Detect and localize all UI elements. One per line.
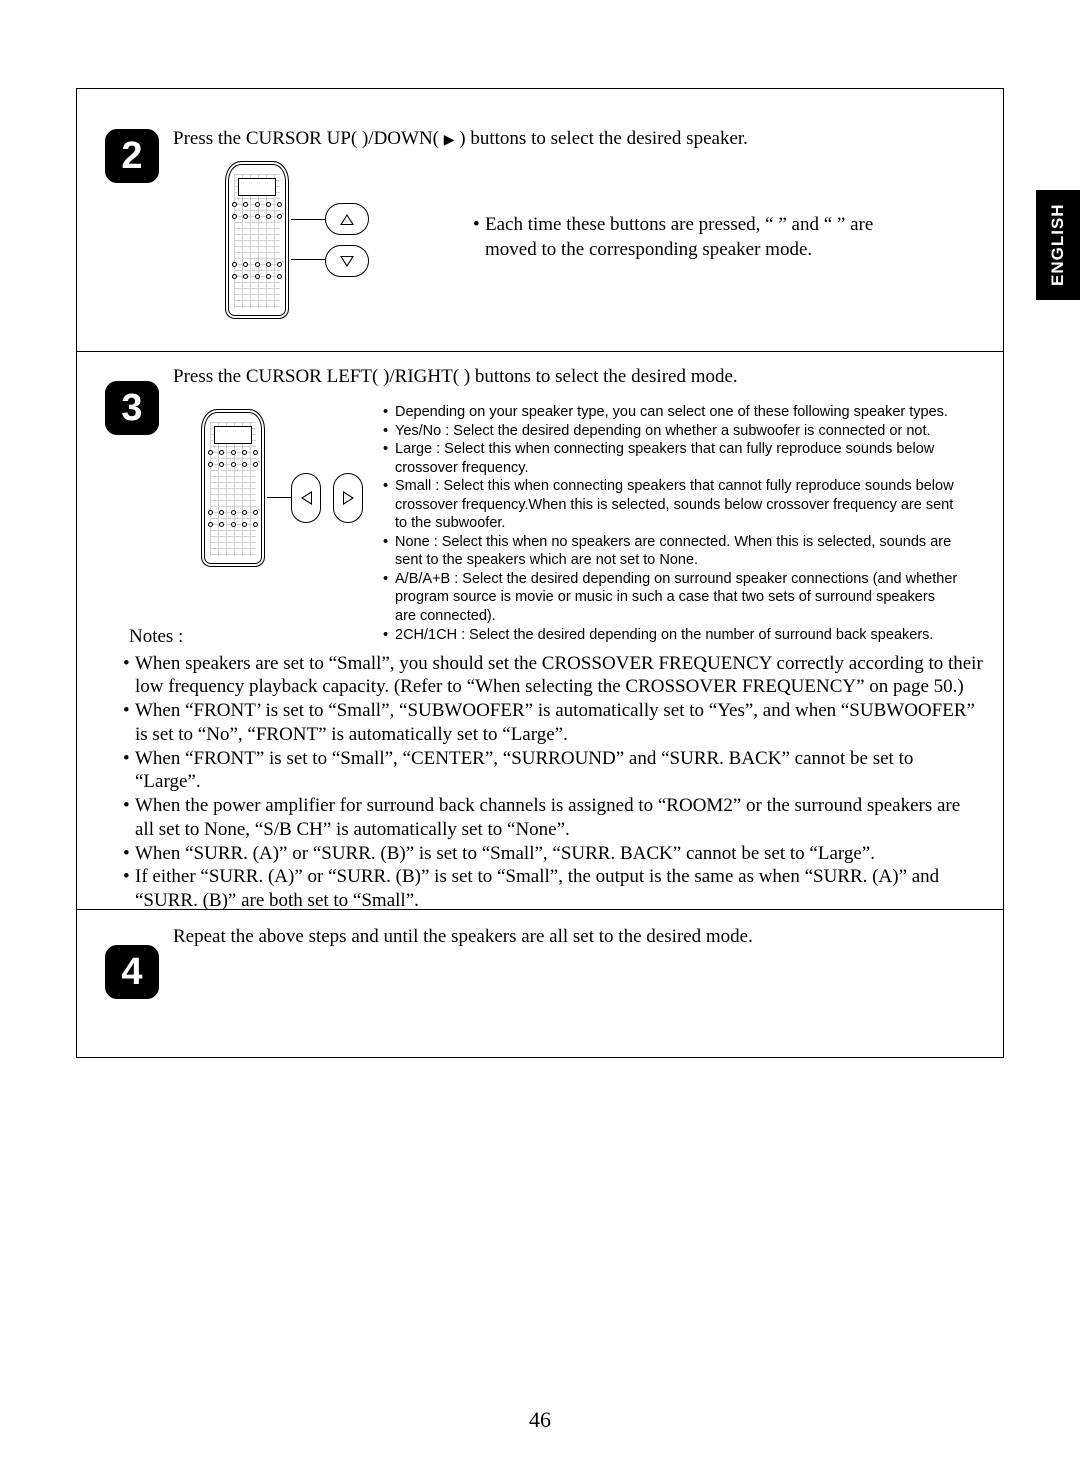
txt: Large : Select this when connecting spea…	[395, 440, 959, 477]
txt: )/RIGHT(	[383, 366, 459, 387]
note-item: If either “SURR. (A)” or “SURR. (B)” is …	[123, 865, 983, 913]
step-2: 2 Press the CURSOR UP( )/DOWN( ▶ ) butto…	[77, 89, 1003, 351]
txt: None : Select this when no speakers are …	[395, 533, 959, 570]
step2-instruction: Press the CURSOR UP( )/DOWN( ▶ ) buttons…	[173, 127, 983, 152]
txt: Each time these buttons are pressed, “ ”…	[485, 214, 873, 235]
language-tab: ENGLISH	[1036, 190, 1080, 300]
glyph-down-triangle: ▶	[444, 133, 455, 148]
txt: ) buttons to select the desired speaker.	[459, 128, 748, 149]
step-4: 4 Repeat the above steps and until the s…	[77, 909, 1003, 1057]
notes-label: Notes :	[129, 625, 983, 650]
step-badge-4: 4	[105, 945, 159, 999]
step-badge-3: 3	[105, 381, 159, 435]
remote-illustration	[225, 161, 289, 319]
step-3: Press the CURSOR LEFT( )/RIGHT( ) button…	[77, 351, 1003, 909]
note-item: When “SURR. (A)” or “SURR. (B)” is set t…	[123, 842, 983, 866]
lead-line	[267, 497, 291, 498]
note-line: Each time these buttons are pressed, “ ”…	[473, 213, 973, 262]
cursor-up-button	[325, 203, 369, 235]
lead-line	[291, 259, 327, 260]
triangle-up-icon	[340, 214, 354, 225]
txt: Small : Select this when connecting spea…	[395, 477, 959, 533]
remote-illustration	[201, 409, 265, 567]
remote-body	[225, 161, 289, 319]
note-item: When the power amplifier for surround ba…	[123, 794, 983, 842]
txt: moved to the corresponding speaker mode.	[485, 239, 812, 260]
manual-page: ENGLISH 2 Press the CURSOR UP( )/DOWN( ▶…	[0, 0, 1080, 1479]
note-item: When speakers are set to “Small”, you sh…	[123, 652, 983, 700]
page-number: 46	[0, 1407, 1080, 1433]
cursor-right-button	[333, 473, 363, 523]
step4-instruction: Repeat the above steps and until the spe…	[173, 925, 973, 950]
content-frame: 2 Press the CURSOR UP( )/DOWN( ▶ ) butto…	[76, 88, 1004, 1058]
note-item: When “FRONT’ is set to “Small”, “SUBWOOF…	[123, 699, 983, 747]
step3-instruction: Press the CURSOR LEFT( )/RIGHT( ) button…	[173, 365, 983, 390]
list-item: Large : Select this when connecting spea…	[383, 440, 959, 477]
txt: Press the CURSOR UP(	[173, 128, 357, 149]
step2-note: Each time these buttons are pressed, “ ”…	[473, 213, 973, 262]
txt: A/B/A+B : Select the desired depending o…	[395, 570, 959, 626]
remote-body	[201, 409, 265, 567]
list-item: None : Select this when no speakers are …	[383, 533, 959, 570]
txt: ) buttons to select the desired mode.	[464, 366, 738, 387]
txt: Press the CURSOR LEFT(	[173, 366, 378, 387]
step-badge-2: 2	[105, 129, 159, 183]
cursor-left-button	[291, 473, 321, 523]
triangle-right-icon	[343, 491, 354, 505]
list-item: A/B/A+B : Select the desired depending o…	[383, 570, 959, 626]
txt: )/DOWN(	[362, 128, 439, 149]
note-item: When “FRONT” is set to “Small”, “CENTER”…	[123, 747, 983, 795]
triangle-down-icon	[340, 256, 354, 267]
notes-block: Notes : When speakers are set to “Small”…	[123, 625, 983, 913]
lead-line	[291, 219, 327, 220]
list-item: Depending on your speaker type, you can …	[383, 403, 959, 422]
list-item: Yes/No : Select the desired depending on…	[383, 422, 959, 441]
cursor-down-button	[325, 245, 369, 277]
triangle-left-icon	[301, 491, 312, 505]
speaker-type-list: Depending on your speaker type, you can …	[383, 403, 959, 644]
list-item: Small : Select this when connecting spea…	[383, 477, 959, 533]
